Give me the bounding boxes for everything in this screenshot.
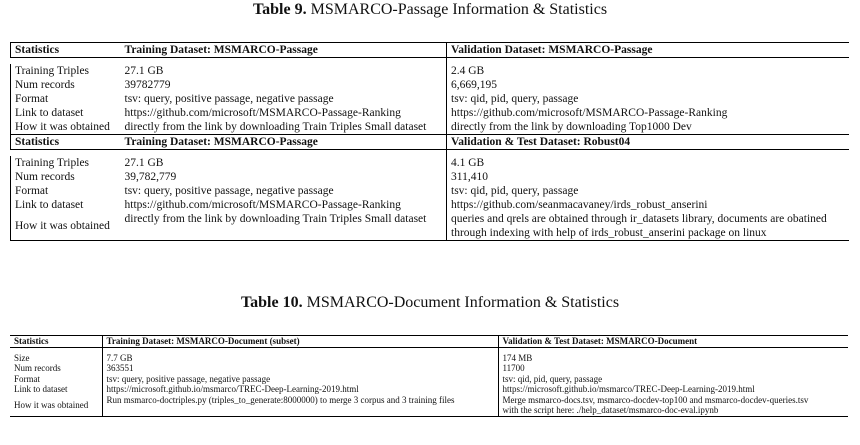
train-cell: directly from the link by downloading Tr… [124,213,427,225]
header-validation: Validation Dataset: MSMARCO-Passage [446,42,849,58]
val-cell: queries and qrels are obtained through i… [446,212,849,241]
row-label: Training Triples [10,156,121,170]
row-label: Training Triples [10,64,121,78]
train-cell: 7.7 GB [101,352,498,363]
train-cell: Run msmarco-doctriples.py (triples_to_ge… [101,394,498,416]
table9-section1: Statistics Training Dataset: MSMARCO-Pas… [10,42,849,135]
header-training: Training Dataset: MSMARCO-Passage [124,44,318,56]
header-validation: Validation & Test Dataset: MSMARCO-Docum… [497,335,848,347]
row-label: Link to dataset [10,106,121,120]
val-cell: https://github.com/seanmacavaney/irds_ro… [446,198,849,212]
table-row: Format tsv: query, positive passage, neg… [10,184,849,198]
val-cell: tsv: qid, pid, query, passage [446,184,849,198]
train-cell: https://github.com/microsoft/MSMARCO-Pas… [124,107,401,119]
row-label: How it was obtained [10,120,121,135]
table9-section2: Statistics Training Dataset: MSMARCO-Pas… [10,134,849,241]
train-cell: 39,782,779 [124,171,177,183]
row-label: Num records [10,170,121,184]
val-cell-line: with the script here: ./help_dataset/msm… [502,405,719,415]
val-cell: 6,669,195 [446,78,849,92]
table-row: Num records 39,782,779 311,410 [10,170,849,184]
table9-caption: Table 9. MSMARCO-Passage Information & S… [0,1,860,19]
row-label: Format [10,184,121,198]
header-statistics: Statistics [10,42,121,58]
header-training: Training Dataset: MSMARCO-Document (subs… [101,335,498,347]
table-row: Link to dataset https://github.com/micro… [10,106,849,120]
table10-caption-label: Table 10. [240,294,303,311]
table-row: Size 7.7 GB 174 MB [10,352,848,363]
train-cell: directly from the link by downloading Tr… [124,121,427,133]
row-label: Format [10,92,121,106]
table10: Statistics Training Dataset: MSMARCO-Doc… [10,335,848,417]
row-label: Num records [14,363,61,373]
train-cell: tsv: query, positive passage, negative p… [101,373,498,384]
row-label: How it was obtained [14,399,89,410]
table10-caption-text: MSMARCO-Document Information & Statistic… [306,294,620,311]
val-cell: 311,410 [446,170,849,184]
table-row: Format tsv: query, positive passage, neg… [10,92,849,106]
train-cell: 27.1 GB [124,65,164,77]
train-cell: 39782779 [124,79,171,91]
val-cell: https://microsoft.github.io/msmarco/TREC… [497,384,848,395]
table-row: Training Triples 27.1 GB 2.4 GB [10,64,849,78]
header-validation: Validation & Test Dataset: Robust04 [446,134,849,150]
table9-header-row-2: Statistics Training Dataset: MSMARCO-Pas… [10,134,849,150]
val-cell-line: queries and qrels are obtained through i… [451,213,827,225]
table-row: Num records 363551 11700 [10,363,848,374]
val-cell: 2.4 GB [446,64,849,78]
table-row: Format tsv: query, positive passage, neg… [10,373,848,384]
header-statistics: Statistics [14,336,49,346]
table-row: Num records 39782779 6,669,195 [10,78,849,92]
val-cell-line: through indexing with help of irds_robus… [451,227,767,239]
val-cell: 4.1 GB [446,156,849,170]
table10-header-row: Statistics Training Dataset: MSMARCO-Doc… [10,335,848,347]
val-cell: directly from the link by downloading To… [446,120,849,135]
table-row: Link to dataset https://microsoft.github… [10,384,848,395]
train-cell: tsv: query, positive passage, negative p… [124,93,334,105]
table9-caption-label: Table 9. [252,1,307,18]
val-cell: 11700 [497,363,848,374]
table-row: Link to dataset https://github.com/micro… [10,198,849,212]
train-cell: tsv: query, positive passage, negative p… [124,185,334,197]
val-cell: 174 MB [497,352,848,363]
row-label: Size [14,352,30,363]
train-cell: https://microsoft.github.io/msmarco/TREC… [101,384,498,395]
table9-caption-text: MSMARCO-Passage Information & Statistics [310,1,608,18]
val-cell-line: Merge msmarco-docs.tsv, msmarco-docdev-t… [502,394,809,405]
train-cell: https://github.com/microsoft/MSMARCO-Pas… [124,199,401,211]
row-label: Link to dataset [14,384,68,394]
row-label: Num records [10,78,121,92]
table10-caption: Table 10. MSMARCO-Document Information &… [0,294,860,312]
table-row: How it was obtained directly from the li… [10,212,849,241]
table9: Statistics Training Dataset: MSMARCO-Pas… [10,42,849,241]
header-training: Training Dataset: MSMARCO-Passage [124,136,318,148]
row-label: Format [14,373,40,384]
val-cell: Merge msmarco-docs.tsv, msmarco-docdev-t… [497,394,848,416]
table-row: Training Triples 27.1 GB 4.1 GB [10,156,849,170]
table-row: How it was obtained directly from the li… [10,120,849,135]
row-label: Link to dataset [10,198,121,212]
train-cell: 27.1 GB [124,157,164,169]
val-cell: tsv: qid, pid, query, passage [446,92,849,106]
val-cell: tsv: qid, pid, query, passage [497,373,848,384]
train-cell: 363551 [101,363,498,374]
row-label: How it was obtained [10,212,121,241]
header-statistics: Statistics [10,134,121,150]
table9-header-row-1: Statistics Training Dataset: MSMARCO-Pas… [10,42,849,58]
table-row: How it was obtained Run msmarco-doctripl… [10,394,848,416]
val-cell: https://github.com/microsoft/MSMARCO-Pas… [446,106,849,120]
